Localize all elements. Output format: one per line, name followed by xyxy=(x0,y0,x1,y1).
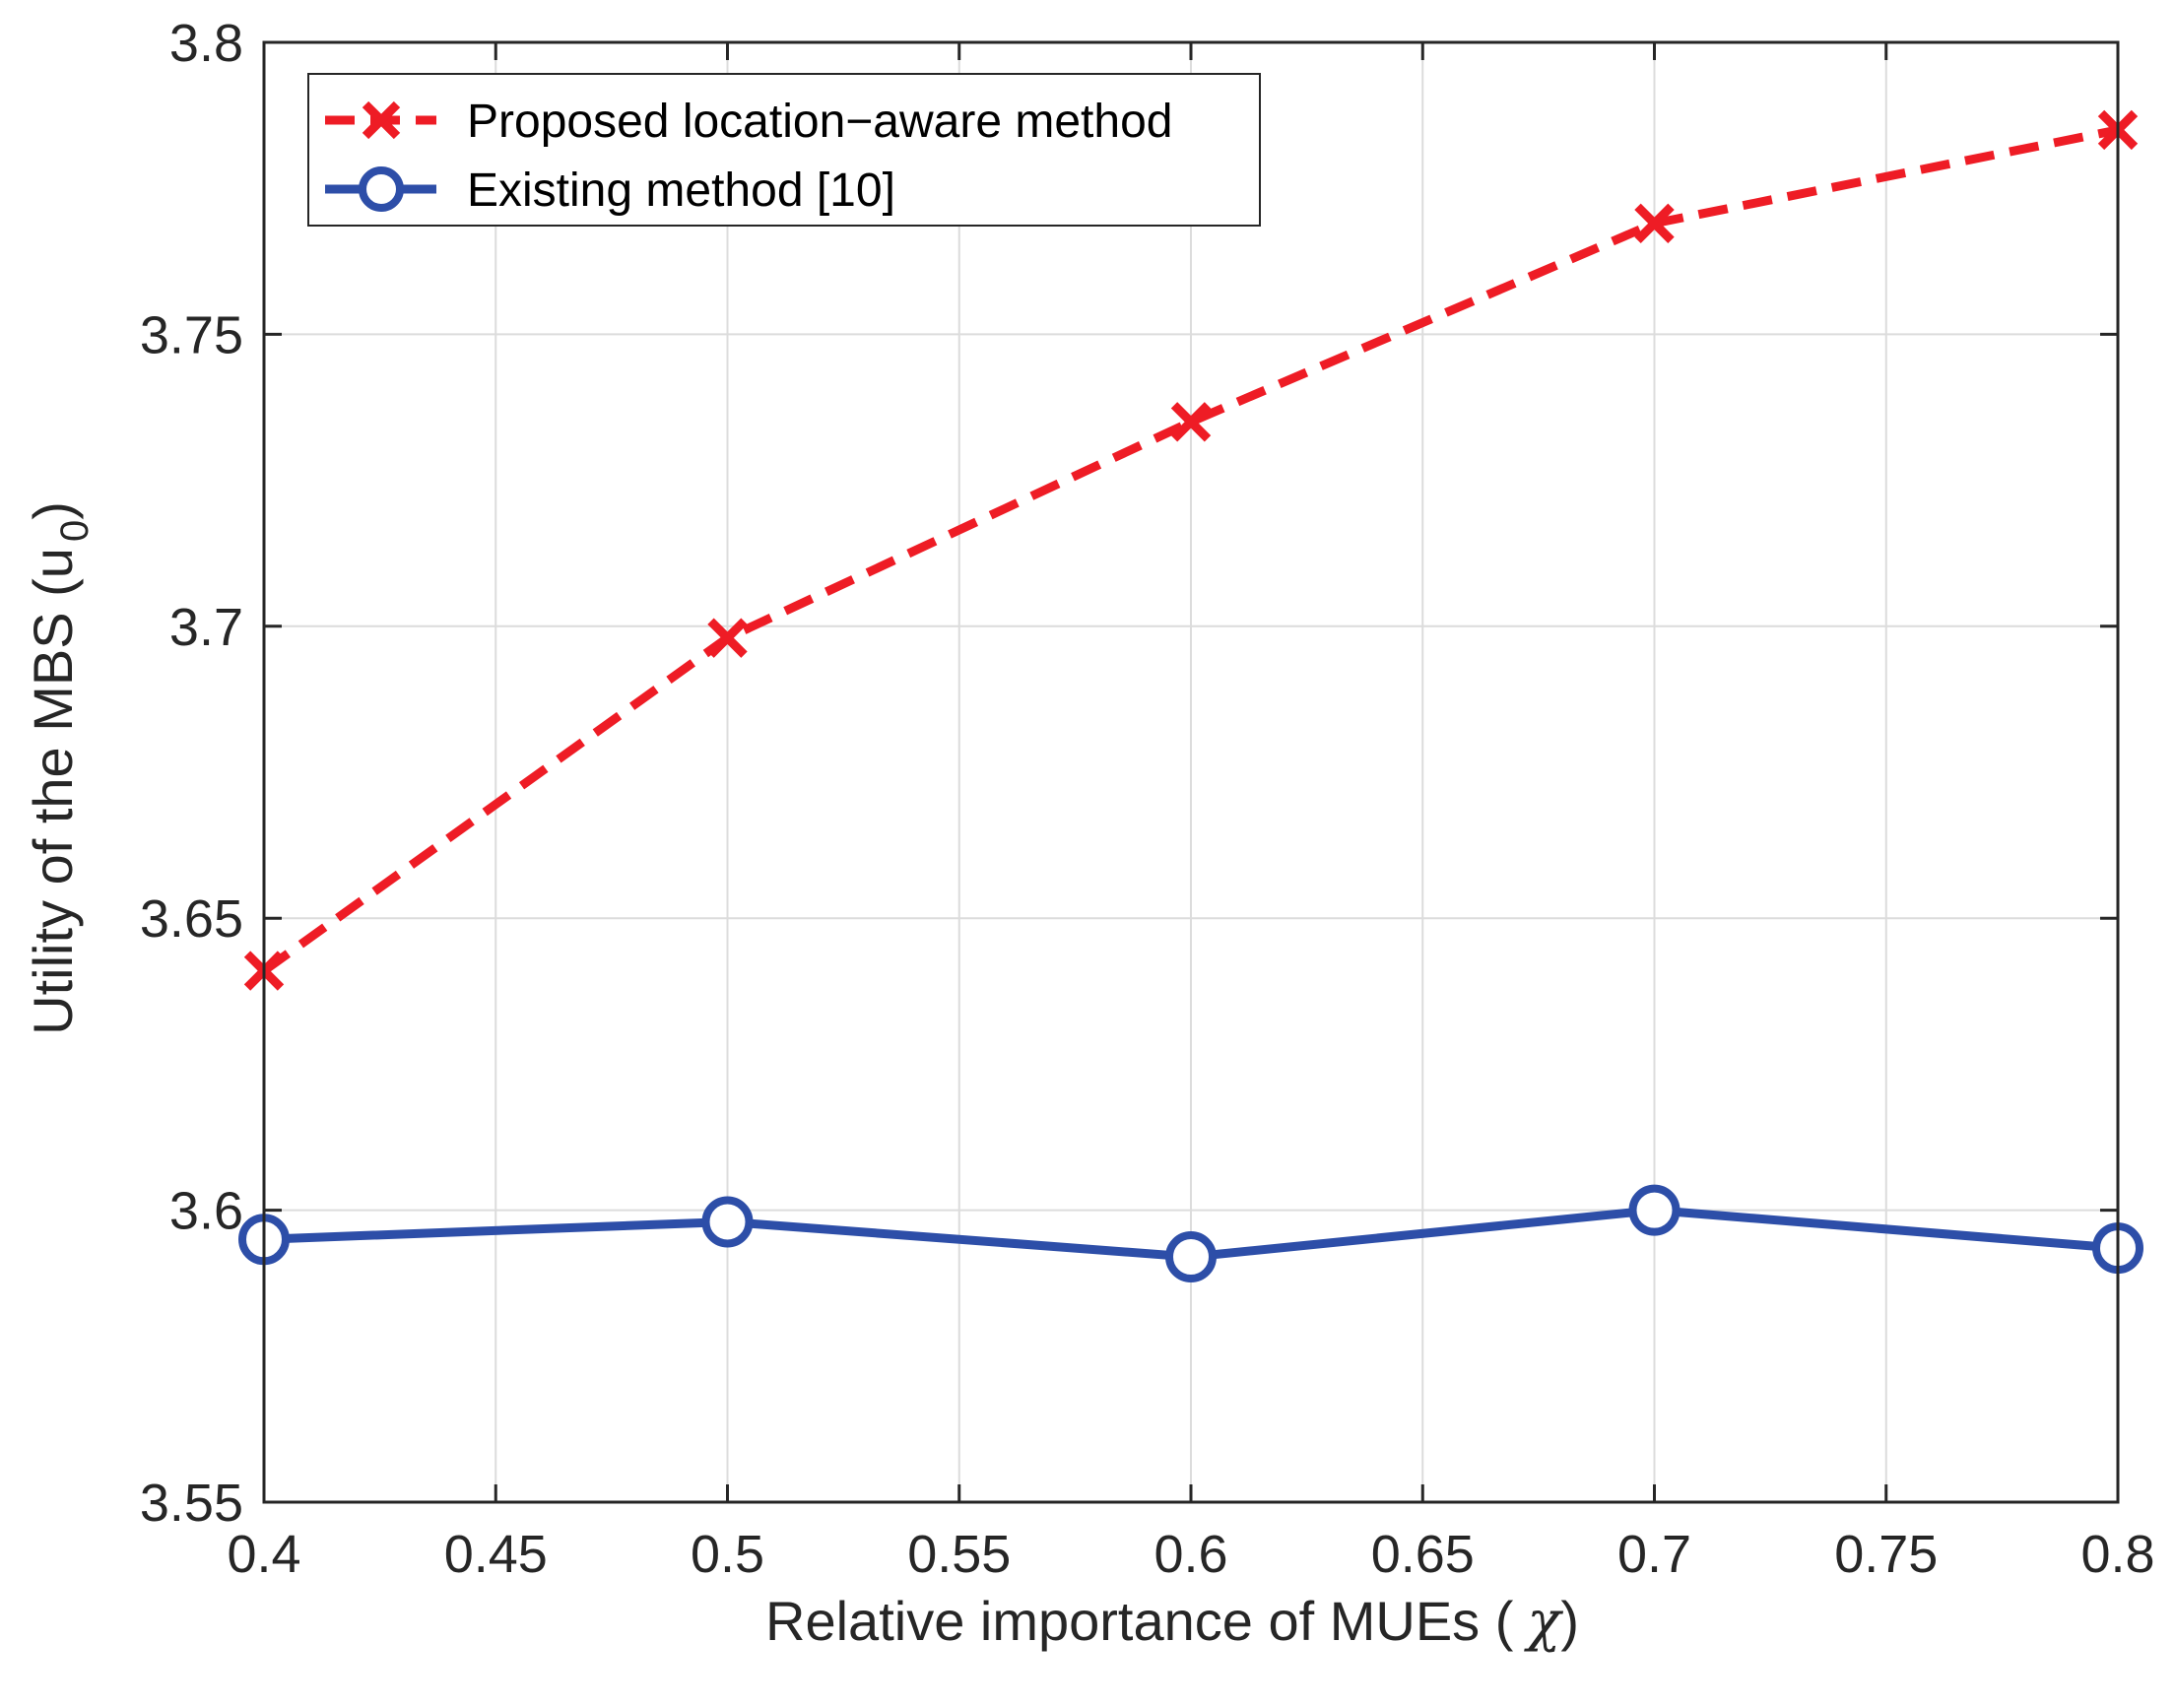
marker-x-stroke xyxy=(707,618,748,658)
data-point-existing xyxy=(1165,1231,1217,1283)
y-axis-label: Utility of the MBS (u 0) xyxy=(22,501,97,1035)
x-axis-label: Relative importance of MUEs (χ) xyxy=(765,1590,1579,1654)
y-tick-label: 3.65 xyxy=(140,889,243,949)
data-point-proposed xyxy=(707,618,748,658)
x-tick-label: 0.8 xyxy=(2080,1525,2154,1584)
y-tick-label: 3.55 xyxy=(140,1474,243,1533)
x-tick-label: 0.75 xyxy=(1834,1525,1938,1584)
x-tick-label: 0.5 xyxy=(691,1525,764,1584)
series-line-proposed xyxy=(261,125,2119,975)
x-axis-label-close: ) xyxy=(1560,1590,1579,1652)
y-tick-label: 3.75 xyxy=(140,305,243,364)
x-axis-label-text: Relative importance of MUEs ( xyxy=(765,1590,1514,1652)
y-axis-label-text: Utility of the MBS (u xyxy=(22,548,84,1035)
x-tick-label: 0.7 xyxy=(1617,1525,1691,1584)
x-tick-label: 0.45 xyxy=(444,1525,548,1584)
legend: Proposed location−aware method Existing … xyxy=(307,73,1261,227)
x-axis-label-symbol: χ xyxy=(1523,1590,1563,1654)
data-point-proposed xyxy=(1634,203,1675,243)
x-tick-label: 0.55 xyxy=(907,1525,1011,1584)
legend-label-proposed: Proposed location−aware method xyxy=(467,96,1172,148)
y-axis-label-subscript: 0 xyxy=(53,520,97,542)
axis-ticks xyxy=(262,40,2120,1504)
legend-box xyxy=(307,73,1261,227)
x-tick-label: 0.65 xyxy=(1371,1525,1475,1584)
marker-x-stroke xyxy=(1634,203,1675,243)
data-point-existing xyxy=(1628,1184,1681,1236)
y-tick-labels: 3.55 3.6 3.65 3.7 3.75 3.8 xyxy=(140,14,243,1533)
y-tick-label: 3.8 xyxy=(169,14,243,73)
y-tick-label: 3.7 xyxy=(169,598,243,657)
x-tick-labels: 0.4 0.45 0.5 0.55 0.6 0.65 0.7 0.75 0.8 xyxy=(227,1525,2154,1584)
grid-lines xyxy=(263,41,2119,1503)
data-point-existing xyxy=(701,1196,754,1248)
y-tick-label: 3.6 xyxy=(169,1182,243,1241)
legend-label-existing: Existing method [10] xyxy=(467,164,895,217)
legend-swatch-proposed-marker xyxy=(362,100,401,140)
x-tick-label: 0.6 xyxy=(1153,1525,1227,1584)
y-axis-label-close: ) xyxy=(22,501,84,520)
data-point-proposed xyxy=(1170,402,1212,442)
x-tick-label: 0.4 xyxy=(227,1525,300,1584)
legend-swatch-existing-marker xyxy=(359,166,404,212)
marker-x-stroke xyxy=(1170,402,1212,442)
